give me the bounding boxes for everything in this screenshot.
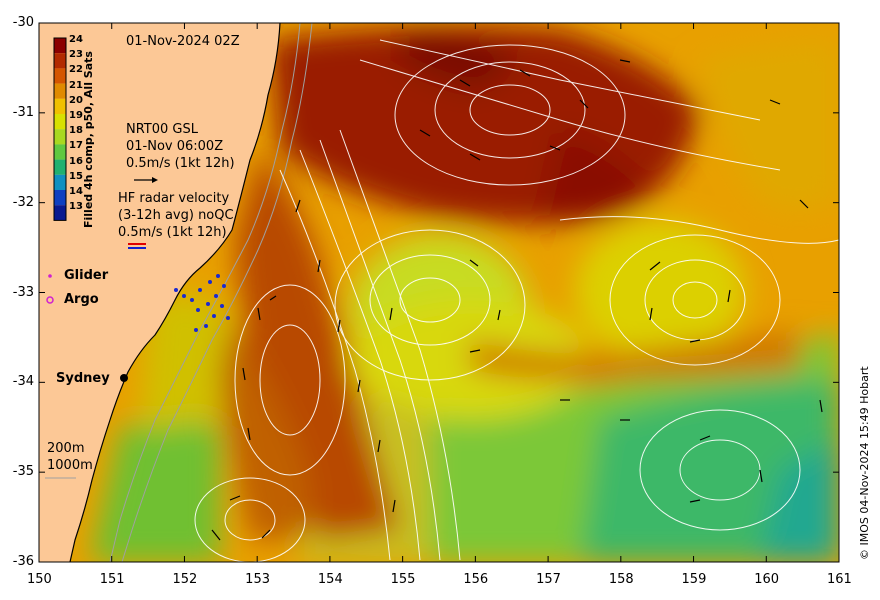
colorbar <box>53 37 67 221</box>
y-tick-label: -34 <box>12 374 34 390</box>
hf-label-line2: (3-12h avg) noQC <box>118 208 234 223</box>
gsl-label-line3: 0.5m/s (1kt 12h) <box>126 156 235 171</box>
hf-label-line1: HF radar velocity <box>118 191 230 206</box>
australia-land <box>39 23 280 562</box>
colorbar-swatch <box>54 98 66 114</box>
colorbar-swatch <box>54 174 66 190</box>
colorbar-tick-label: 13 <box>69 201 83 213</box>
y-tick-label: -30 <box>12 15 34 30</box>
argo-label: Argo <box>64 292 99 307</box>
hf-label-line3: 0.5m/s (1kt 12h) <box>118 225 227 240</box>
x-tick-label: 152 <box>172 572 198 587</box>
colorbar-swatch <box>54 129 66 145</box>
y-tick-label: -31 <box>12 104 34 120</box>
colorbar-tick-label: 18 <box>69 125 83 137</box>
colorbar-swatch <box>54 83 66 99</box>
x-tick-label: 159 <box>681 572 707 587</box>
colorbar-title: Filled 4h comp, p50, All Sats <box>82 51 95 228</box>
colorbar-tick-label: 20 <box>69 94 83 106</box>
colorbar-tick-label: 21 <box>69 79 83 91</box>
colorbar-swatch <box>54 53 66 69</box>
colorbar-tick-label: 24 <box>69 34 83 45</box>
colorbar-tick-label: 22 <box>69 64 83 76</box>
gsl-label-line1: NRT00 GSL <box>126 122 198 137</box>
colorbar-tick-label: 16 <box>69 155 83 167</box>
glider-label: Glider <box>64 268 109 283</box>
timestamp-label: 01-Nov-2024 02Z <box>126 34 240 49</box>
sydney-label: Sydney <box>56 371 110 386</box>
colorbar-tick-label: 15 <box>69 170 83 182</box>
depth-200-label: 200m <box>47 441 85 456</box>
copyright-label: © IMOS 04-Nov-2024 15:49 Hobart <box>858 366 871 560</box>
x-tick-label: 150 <box>27 572 52 587</box>
x-tick-label: 160 <box>754 572 780 587</box>
glider-symbol <box>48 274 52 278</box>
colorbar-tick-label: 14 <box>69 186 83 197</box>
depth-1000-label: 1000m <box>47 458 93 473</box>
x-tick-label: 155 <box>390 572 416 587</box>
sst-field <box>39 23 839 562</box>
x-tick-label: 154 <box>317 572 343 587</box>
colorbar-swatch <box>54 190 66 206</box>
x-tick-label: 153 <box>245 572 270 587</box>
x-tick-label: 161 <box>827 572 852 587</box>
colorbar-swatch <box>54 144 66 160</box>
x-tick-label: 158 <box>608 572 634 587</box>
colorbar-swatch <box>54 68 66 84</box>
x-tick-label: 156 <box>463 572 489 587</box>
colorbar-swatch <box>54 159 66 175</box>
gsl-label-line2: 01-Nov 06:00Z <box>126 139 224 154</box>
argo-symbol <box>46 296 54 304</box>
y-tick-label: -35 <box>12 464 34 480</box>
y-tick-label: -36 <box>12 554 34 569</box>
colorbar-swatch <box>54 38 66 54</box>
colorbar-tick-label: 23 <box>69 49 83 61</box>
colorbar-swatch <box>54 114 66 130</box>
x-tick-label: 157 <box>536 572 561 587</box>
y-tick-label: -32 <box>12 194 34 210</box>
y-tick-label: -33 <box>12 284 34 300</box>
colorbar-tick-label: 17 <box>69 140 83 152</box>
colorbar-swatch <box>54 205 66 221</box>
x-tick-label: 151 <box>99 572 125 587</box>
colorbar-tick-label: 19 <box>69 110 83 121</box>
